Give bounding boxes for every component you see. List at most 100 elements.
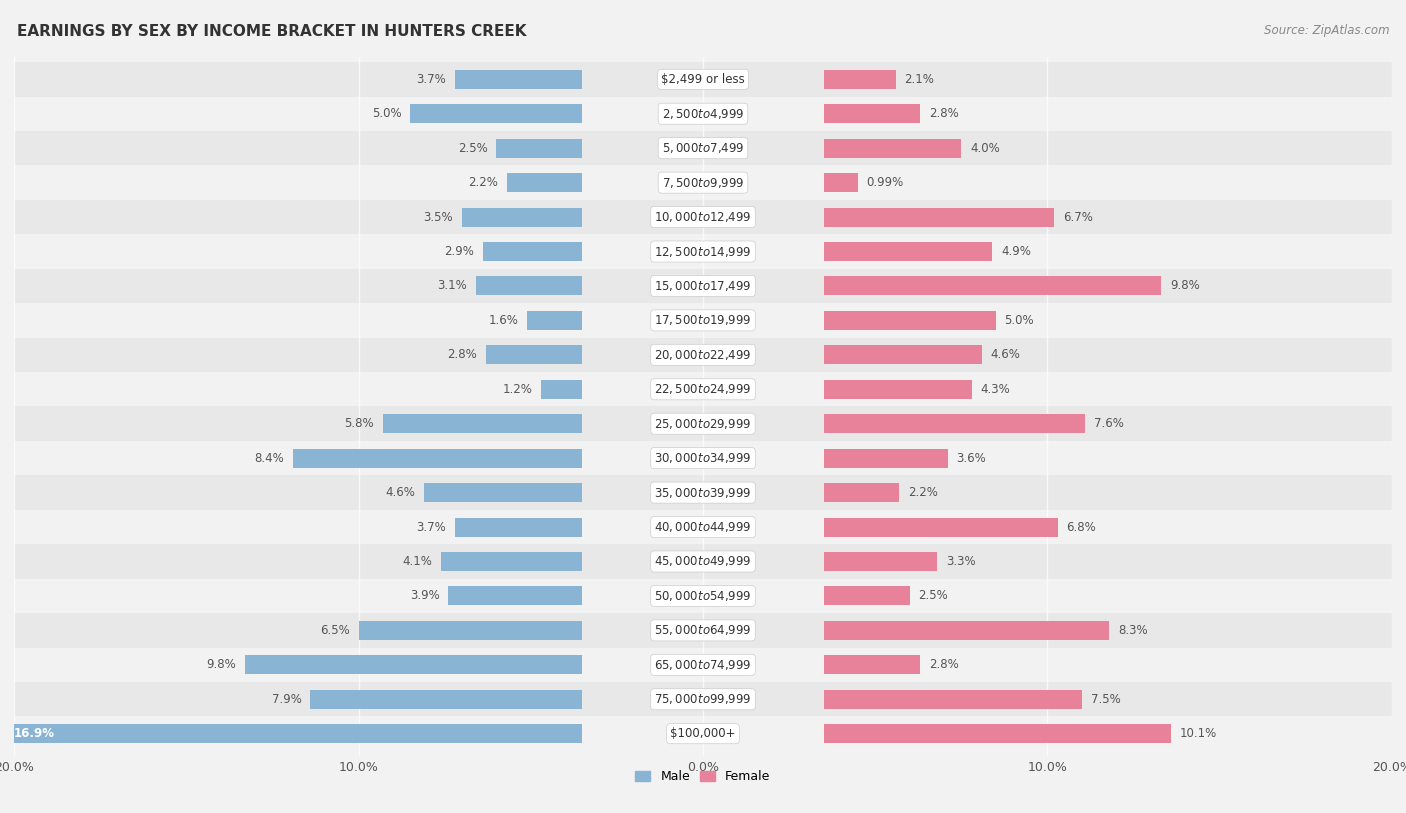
Bar — [824, 70, 896, 89]
Text: 2.5%: 2.5% — [458, 141, 488, 154]
Text: $30,000 to $34,999: $30,000 to $34,999 — [654, 451, 752, 465]
Bar — [14, 476, 1392, 510]
Text: $2,500 to $4,999: $2,500 to $4,999 — [662, 107, 744, 121]
Bar — [14, 62, 1392, 97]
Bar — [449, 586, 582, 606]
Bar — [311, 689, 582, 709]
Bar — [0, 724, 582, 743]
Bar — [824, 207, 1054, 227]
Bar — [441, 552, 582, 571]
Legend: Male, Female: Male, Female — [630, 765, 776, 789]
Text: $65,000 to $74,999: $65,000 to $74,999 — [654, 658, 752, 672]
Bar — [456, 70, 582, 89]
Text: $7,500 to $9,999: $7,500 to $9,999 — [662, 176, 744, 189]
Bar — [486, 346, 582, 364]
Text: Source: ZipAtlas.com: Source: ZipAtlas.com — [1264, 24, 1389, 37]
Text: 2.8%: 2.8% — [447, 348, 478, 361]
Text: 3.5%: 3.5% — [423, 211, 453, 224]
Bar — [14, 234, 1392, 269]
Text: 3.7%: 3.7% — [416, 520, 446, 533]
Text: 8.3%: 8.3% — [1118, 624, 1147, 637]
Text: 7.9%: 7.9% — [271, 693, 302, 706]
Bar — [14, 165, 1392, 200]
Bar — [14, 716, 1392, 751]
Text: $35,000 to $39,999: $35,000 to $39,999 — [654, 485, 752, 500]
Bar — [824, 724, 1171, 743]
Bar — [824, 139, 962, 158]
Text: 4.3%: 4.3% — [980, 383, 1010, 396]
Text: 1.6%: 1.6% — [489, 314, 519, 327]
Text: 0.99%: 0.99% — [866, 176, 904, 189]
Bar — [824, 552, 938, 571]
Text: $40,000 to $44,999: $40,000 to $44,999 — [654, 520, 752, 534]
Text: 6.5%: 6.5% — [321, 624, 350, 637]
Text: 5.8%: 5.8% — [344, 417, 374, 430]
Bar — [14, 441, 1392, 476]
Text: $45,000 to $49,999: $45,000 to $49,999 — [654, 554, 752, 568]
Bar — [824, 311, 995, 330]
Bar — [824, 104, 920, 124]
Bar — [824, 173, 858, 192]
Bar — [482, 242, 582, 261]
Text: 2.8%: 2.8% — [928, 107, 959, 120]
Text: 6.8%: 6.8% — [1066, 520, 1097, 533]
Bar — [824, 276, 1161, 295]
Text: $100,000+: $100,000+ — [671, 727, 735, 740]
Text: $25,000 to $29,999: $25,000 to $29,999 — [654, 417, 752, 431]
Bar — [382, 415, 582, 433]
Text: $17,500 to $19,999: $17,500 to $19,999 — [654, 313, 752, 328]
Text: $50,000 to $54,999: $50,000 to $54,999 — [654, 589, 752, 603]
Text: 1.2%: 1.2% — [502, 383, 533, 396]
Text: $22,500 to $24,999: $22,500 to $24,999 — [654, 382, 752, 396]
Text: 4.1%: 4.1% — [402, 555, 433, 568]
Text: $5,000 to $7,499: $5,000 to $7,499 — [662, 141, 744, 155]
Text: EARNINGS BY SEX BY INCOME BRACKET IN HUNTERS CREEK: EARNINGS BY SEX BY INCOME BRACKET IN HUN… — [17, 24, 526, 39]
Text: 3.7%: 3.7% — [416, 73, 446, 86]
Bar — [14, 269, 1392, 303]
Text: 2.5%: 2.5% — [918, 589, 948, 602]
Bar — [14, 579, 1392, 613]
Bar — [14, 200, 1392, 234]
Text: $20,000 to $22,499: $20,000 to $22,499 — [654, 348, 752, 362]
Bar — [824, 483, 900, 502]
Bar — [456, 518, 582, 537]
Text: 7.6%: 7.6% — [1094, 417, 1123, 430]
Text: 5.0%: 5.0% — [373, 107, 402, 120]
Bar — [14, 648, 1392, 682]
Text: 10.1%: 10.1% — [1180, 727, 1218, 740]
Bar — [425, 483, 582, 502]
Text: 2.1%: 2.1% — [904, 73, 935, 86]
Bar — [14, 510, 1392, 544]
Text: 6.7%: 6.7% — [1063, 211, 1092, 224]
Text: 2.8%: 2.8% — [928, 659, 959, 672]
Bar — [824, 621, 1109, 640]
Text: $55,000 to $64,999: $55,000 to $64,999 — [654, 624, 752, 637]
Text: 5.0%: 5.0% — [1004, 314, 1033, 327]
Bar — [359, 621, 582, 640]
Text: 3.9%: 3.9% — [409, 589, 440, 602]
Bar — [824, 518, 1057, 537]
Text: $75,000 to $99,999: $75,000 to $99,999 — [654, 692, 752, 706]
Bar — [824, 655, 920, 674]
Text: 4.0%: 4.0% — [970, 141, 1000, 154]
Text: 2.2%: 2.2% — [468, 176, 498, 189]
Text: 3.3%: 3.3% — [946, 555, 976, 568]
Bar — [14, 97, 1392, 131]
Bar — [824, 586, 910, 606]
Text: $12,500 to $14,999: $12,500 to $14,999 — [654, 245, 752, 259]
Text: $15,000 to $17,499: $15,000 to $17,499 — [654, 279, 752, 293]
Bar — [292, 449, 582, 467]
Bar — [14, 544, 1392, 579]
Text: 9.8%: 9.8% — [1170, 280, 1199, 293]
Text: 16.9%: 16.9% — [14, 727, 55, 740]
Text: 3.1%: 3.1% — [437, 280, 467, 293]
Bar — [14, 613, 1392, 648]
Text: 2.2%: 2.2% — [908, 486, 938, 499]
Bar — [245, 655, 582, 674]
Bar — [496, 139, 582, 158]
Bar — [14, 372, 1392, 406]
Bar — [824, 242, 993, 261]
Bar — [14, 303, 1392, 337]
Text: 4.9%: 4.9% — [1001, 245, 1031, 258]
Text: 9.8%: 9.8% — [207, 659, 236, 672]
